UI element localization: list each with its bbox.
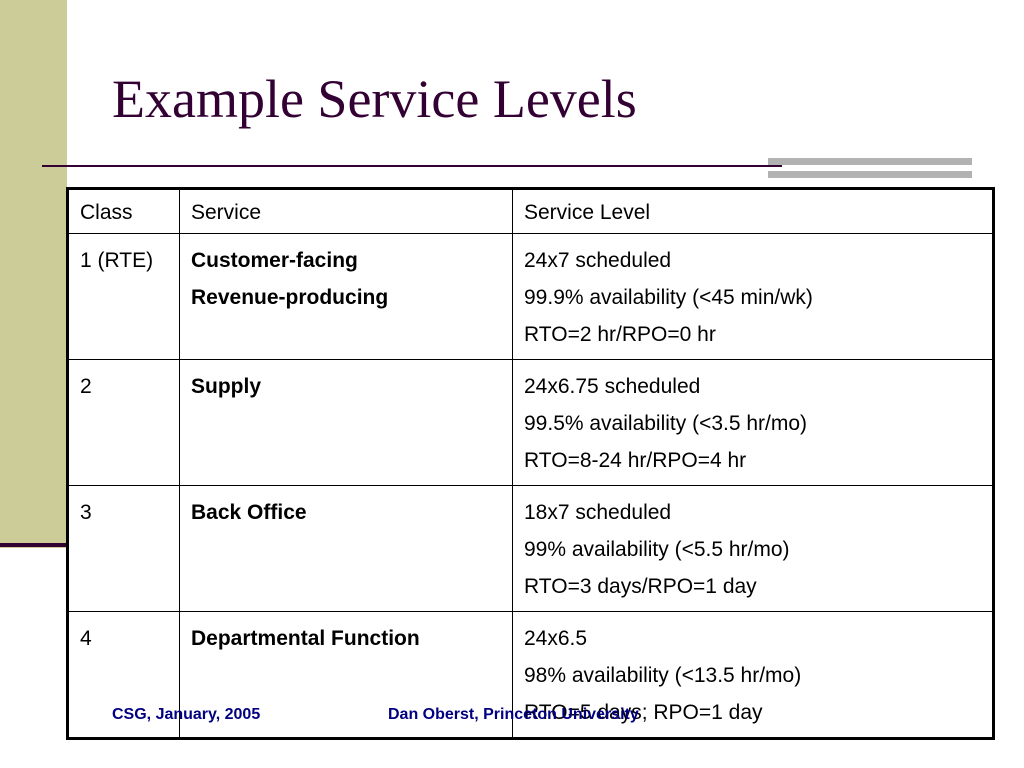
header-service: Service <box>179 188 513 234</box>
service-level-cell: 24x6.75 scheduled 99.5% availability (<3… <box>512 359 994 486</box>
level-line: 24x7 scheduled <box>524 249 672 272</box>
title-rule <box>42 165 782 167</box>
table-row: 4 Departmental Function 24x6.5 98% avail… <box>67 611 994 739</box>
class-cell: 1 (RTE) <box>67 233 180 360</box>
footer-left: CSG, January, 2005 <box>112 706 261 723</box>
service-levels-table: Class Service Service Level 1 (RTE) Cust… <box>66 187 995 740</box>
level-line: 99.9% availability (<45 min/wk) <box>524 286 813 309</box>
service-line: Back Office <box>191 501 307 524</box>
level-line: 99.5% availability (<3.5 hr/mo) <box>524 412 808 435</box>
service-cell: Customer-facing Revenue-producing <box>179 233 513 360</box>
level-line: RTO=8-24 hr/RPO=4 hr <box>524 449 747 472</box>
accent-stripe <box>768 171 972 178</box>
class-cell: 4 <box>67 611 180 739</box>
level-line: 99% availability (<5.5 hr/mo) <box>524 538 790 561</box>
service-cell: Back Office <box>179 485 513 612</box>
level-line: 24x6.5 <box>524 627 588 650</box>
service-line: Departmental Function <box>191 627 420 650</box>
service-level-cell: 18x7 scheduled 99% availability (<5.5 hr… <box>512 485 994 612</box>
service-cell: Supply <box>179 359 513 486</box>
side-rule <box>0 543 67 547</box>
table-header-row: Class Service Service Level <box>67 188 994 234</box>
service-line: Customer-facing <box>191 249 358 272</box>
level-line: RTO=3 days/RPO=1 day <box>524 575 757 598</box>
service-level-cell: 24x7 scheduled 99.9% availability (<45 m… <box>512 233 994 360</box>
level-line: RTO=2 hr/RPO=0 hr <box>524 323 716 346</box>
class-cell: 3 <box>67 485 180 612</box>
slide-title: Example Service Levels <box>112 69 637 129</box>
class-cell: 2 <box>67 359 180 486</box>
table-row: 2 Supply 24x6.75 scheduled 99.5% availab… <box>67 359 994 486</box>
table-row: 3 Back Office 18x7 scheduled 99% availab… <box>67 485 994 612</box>
service-level-cell: 24x6.5 98% availability (<13.5 hr/mo) RT… <box>512 611 994 739</box>
level-line: 24x6.75 scheduled <box>524 375 701 398</box>
accent-bar <box>768 158 972 178</box>
header-class: Class <box>67 188 180 234</box>
table-row: 1 (RTE) Customer-facing Revenue-producin… <box>67 233 994 360</box>
accent-stripe <box>768 158 972 165</box>
level-line: 98% availability (<13.5 hr/mo) <box>524 664 802 687</box>
footer-right: Dan Oberst, Princeton University <box>388 706 639 723</box>
header-service-level: Service Level <box>512 188 994 234</box>
level-line: RTO=5 days; RPO=1 day <box>524 701 763 724</box>
level-line: 18x7 scheduled <box>524 501 672 524</box>
side-band <box>0 0 67 548</box>
service-line: Supply <box>191 375 262 398</box>
service-line: Revenue-producing <box>191 286 389 309</box>
